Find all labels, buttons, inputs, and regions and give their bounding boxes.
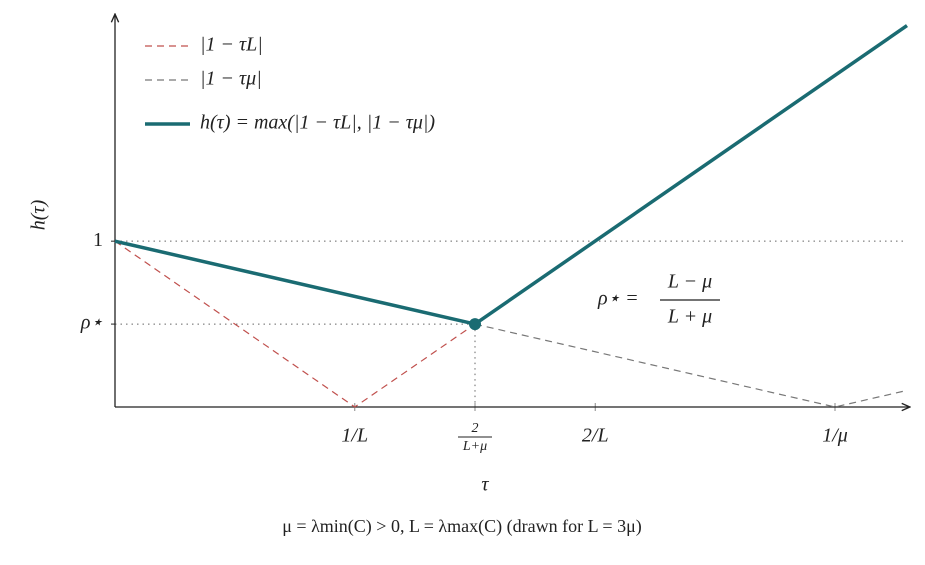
x-axis-label: τ — [481, 474, 489, 496]
x-tick-label-part: L+μ — [462, 439, 487, 454]
legend-label: |1 − τL| — [200, 34, 263, 56]
y-axis-label: h(τ) — [28, 199, 50, 230]
x-tick-label-part: 2 — [472, 421, 479, 436]
annotation-lhs: ρ⋆ = — [597, 288, 639, 310]
annotation-numerator: L − μ — [667, 271, 712, 293]
x-tick-label: 2/L — [582, 425, 609, 447]
x-tick-label: 1/L — [341, 425, 368, 447]
y-tick-label: 1 — [93, 229, 103, 251]
series-line — [114, 240, 476, 408]
legend-label: |1 − τμ| — [200, 68, 262, 90]
legend-label: h(τ) = max(|1 − τL|, |1 − τμ|) — [200, 112, 435, 134]
y-tick-label: ρ⋆ — [80, 312, 103, 334]
series-line — [474, 323, 908, 408]
caption: μ = λmin(C) > 0, L = λmax(C) (drawn for … — [282, 516, 641, 537]
x-tick-label: 1/μ — [822, 425, 848, 447]
minimum-point — [469, 318, 481, 331]
annotation-denominator: L + μ — [667, 306, 712, 328]
